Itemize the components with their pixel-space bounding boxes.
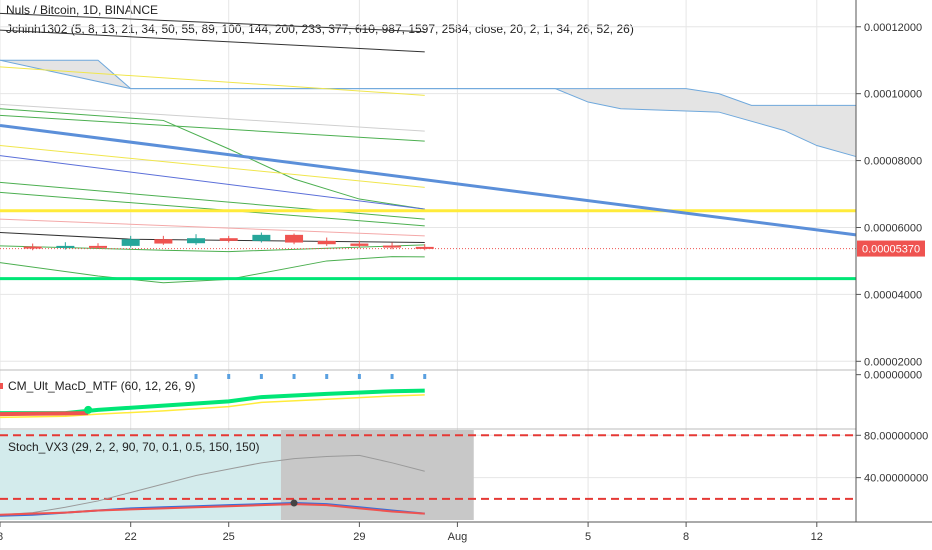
last-price-label: 0.00005370 — [862, 244, 920, 256]
volume-mark — [292, 374, 296, 379]
moving-average-line — [0, 108, 425, 210]
candle-bear — [219, 238, 238, 241]
stoch-title: Stoch_VX3 (29, 2, 2, 90, 70, 0.1, 0.5, 1… — [8, 440, 260, 454]
candle-bear — [285, 234, 304, 243]
candle-bull — [252, 234, 271, 241]
price-tick-label: 0.00004000 — [864, 289, 922, 301]
candle-bear — [415, 246, 434, 249]
stoch-cross-marker — [290, 499, 298, 507]
x-tick-label: 25 — [223, 531, 235, 543]
stoch-tick-label: 80.00000000 — [864, 430, 928, 442]
price-tick-label: 0.00006000 — [864, 222, 922, 234]
price-tick-label: 0.00010000 — [864, 89, 922, 101]
candle-bear — [89, 245, 108, 248]
candle-bear — [383, 245, 402, 248]
moving-average-line — [0, 155, 425, 210]
right-axis-background — [856, 0, 932, 550]
candle-bull — [56, 245, 75, 248]
x-tick-label: 22 — [125, 531, 137, 543]
price-tick-label: 0.00002000 — [864, 356, 922, 368]
volume-mark — [259, 374, 263, 379]
moving-average-line — [0, 66, 425, 96]
signal-line — [0, 394, 425, 419]
moving-average-line — [0, 29, 425, 53]
candle-bear — [23, 246, 42, 249]
x-tick-label: 8 — [0, 531, 3, 543]
x-tick-label: 5 — [585, 531, 591, 543]
macd-title: CM_Ult_MacD_MTF (60, 12, 26, 9) — [8, 379, 195, 393]
candle-bull — [121, 239, 140, 246]
x-tick-label: 12 — [811, 531, 823, 543]
moving-average-line — [0, 114, 425, 142]
volume-mark — [325, 374, 329, 379]
cloud-upper-line — [0, 59, 856, 106]
stoch-tick-label: 40.00000000 — [864, 473, 928, 485]
volume-mark — [357, 374, 361, 379]
moving-average-line — [0, 181, 425, 220]
x-tick-label: 29 — [353, 531, 365, 543]
volume-mark — [227, 374, 231, 379]
moving-average-line — [0, 244, 425, 253]
volume-mark — [194, 374, 198, 379]
macd-legend-mark — [0, 383, 3, 389]
price-tick-label: 0.00008000 — [864, 156, 922, 168]
macd-cross-marker — [84, 405, 93, 414]
ichimoku-cloud-area — [0, 60, 856, 157]
trendline — [0, 123, 857, 237]
moving-average-line — [0, 12, 425, 33]
stoch-line — [0, 503, 425, 516]
macd-negative-segment — [0, 411, 89, 417]
macd-line — [0, 388, 425, 416]
last-price-tag — [857, 240, 925, 257]
candle-bear — [350, 243, 369, 246]
volume-mark — [390, 374, 394, 379]
stoch-shaded-zone — [280, 430, 474, 520]
candle-bear — [154, 239, 173, 244]
macd-tick-label: 0.00000000 — [864, 370, 922, 382]
price-tick-label: 0.00012000 — [864, 22, 922, 34]
moving-average-line — [0, 232, 425, 244]
moving-average-line — [0, 218, 425, 237]
symbol-title: Nuls / Bitcoin, 1D, BINANCE — [6, 3, 159, 17]
x-tick-label: Aug — [448, 531, 468, 543]
x-tick-label: 8 — [683, 531, 689, 543]
moving-average-line — [0, 191, 425, 227]
cloud-lower-line — [0, 59, 857, 158]
candle-bear — [317, 240, 336, 245]
moving-average-line — [0, 145, 425, 188]
indicator-legend: Jchinh1302 (5, 8, 13, 21, 34, 50, 55, 89… — [6, 22, 634, 36]
candle-bull — [187, 238, 206, 244]
volume-mark — [423, 374, 427, 379]
moving-average-line — [0, 103, 425, 132]
stoch-line — [0, 454, 425, 516]
